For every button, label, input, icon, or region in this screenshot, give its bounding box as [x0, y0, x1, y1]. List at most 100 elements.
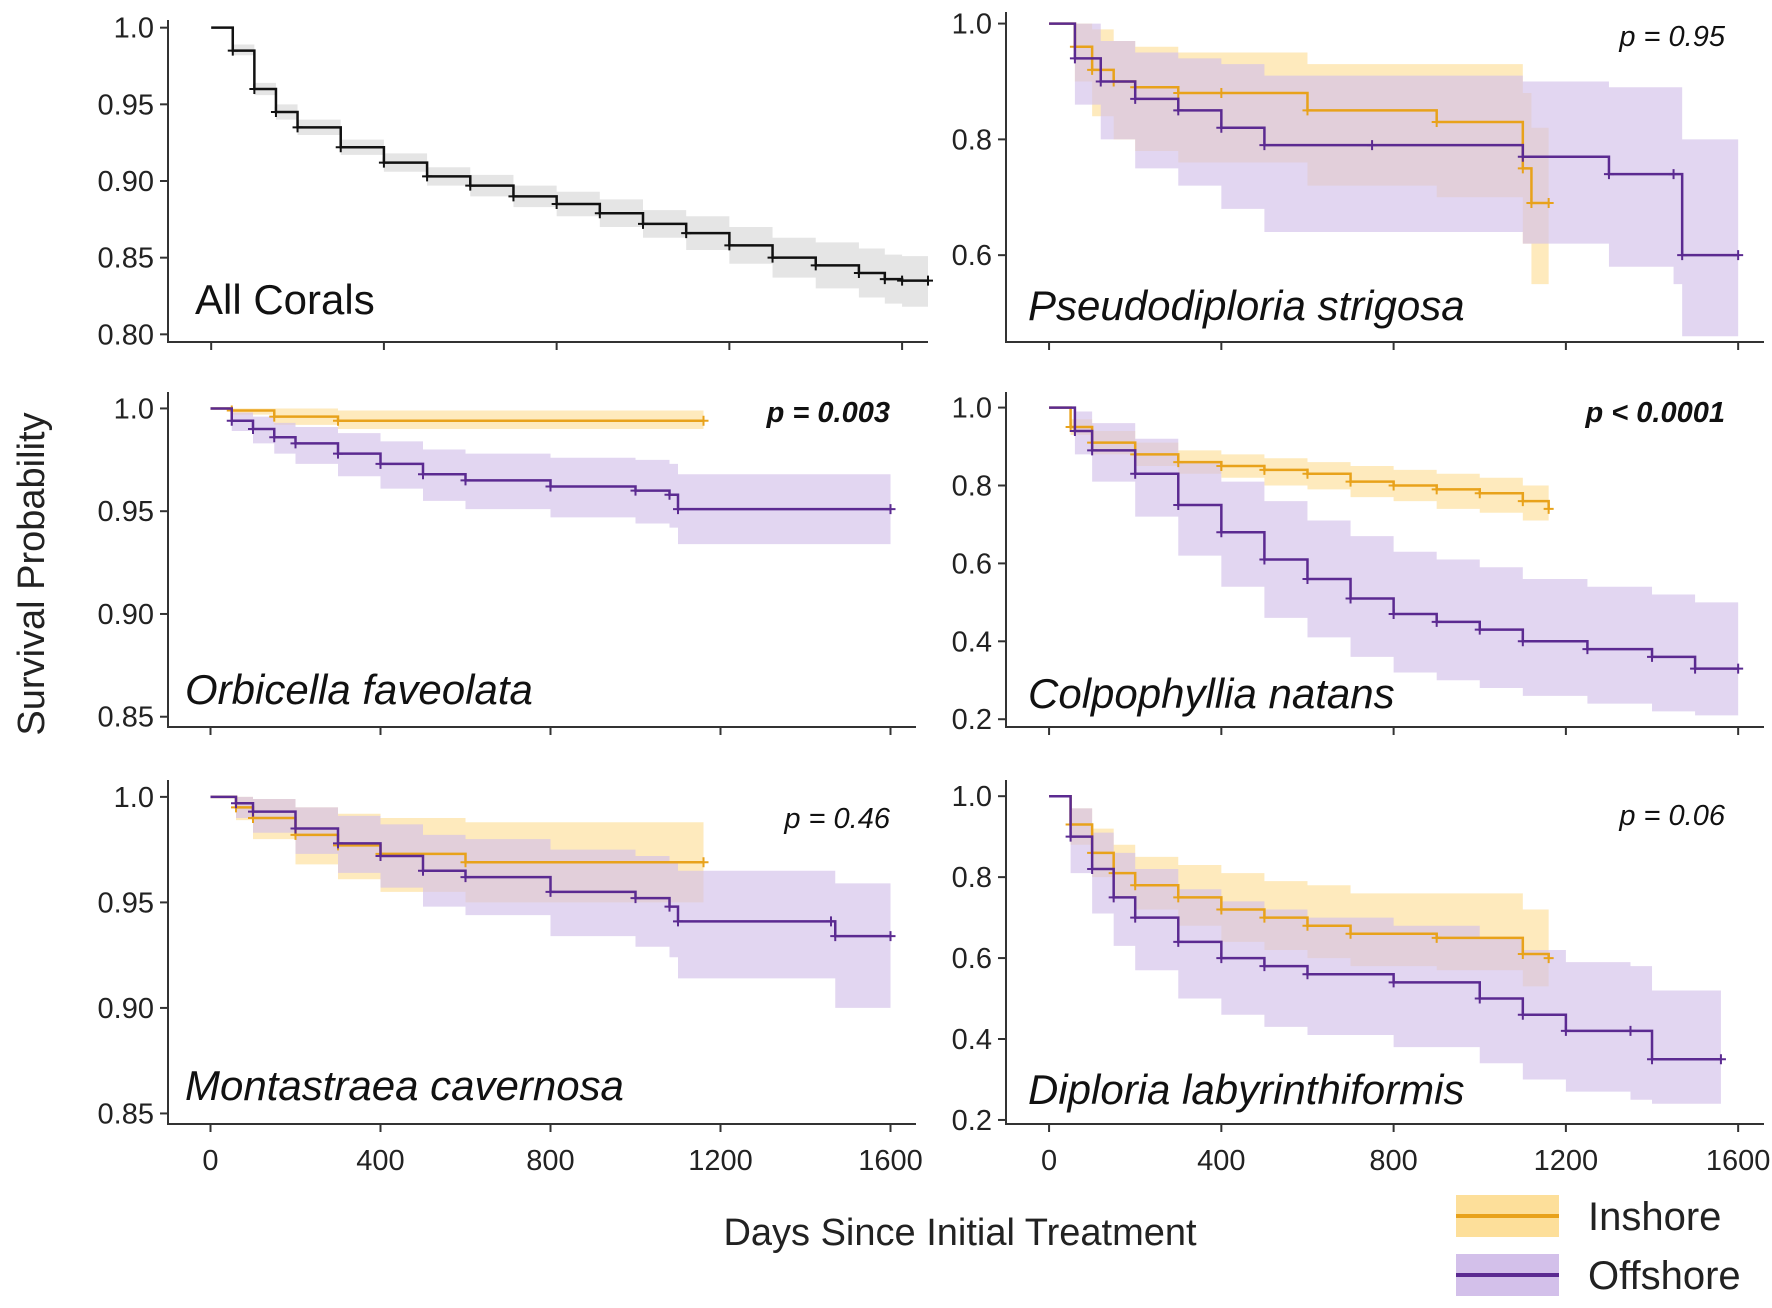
dlab-panel-title: Diploria labyrinthiformis: [1028, 1066, 1464, 1113]
ofav-axes: [167, 392, 916, 728]
dlab-inshore-censor-mark: [1302, 920, 1313, 931]
ofav-inshore-censor-mark: [269, 411, 280, 422]
dlab-y-tick-label: 1.0: [952, 781, 992, 813]
mcav-x-tick-label: 1200: [688, 1145, 753, 1177]
ofav-inshore-censor-mark: [333, 415, 343, 426]
pstrig-inshore-censor-mark: [1216, 88, 1227, 99]
pstrig-panel-title: Pseudodiploria strigosa: [1028, 282, 1465, 329]
all-all-censor-mark: [879, 274, 890, 285]
all-all-censor-mark: [853, 268, 864, 278]
ofav-offshore-censor-mark: [673, 504, 683, 515]
pstrig-inshore-censor-mark: [1173, 88, 1184, 99]
all-all-censor-mark: [681, 228, 692, 239]
cnat-inshore-ci-band: [1049, 407, 1549, 529]
dlab-inshore-censor-mark: [1173, 892, 1184, 903]
cnat-offshore-censor-mark: [1345, 593, 1356, 604]
pstrig-inshore-censor-mark: [1087, 64, 1098, 75]
dlab-offshore-censor-mark: [1474, 993, 1485, 1004]
mcav-x-tick-label: 0: [202, 1145, 218, 1177]
ofav-offshore-censor-mark: [630, 485, 641, 496]
ofav-offshore-censor-mark: [460, 475, 471, 486]
ofav-offshore-censor-mark: [226, 415, 237, 426]
cnat-inshore-censor-mark: [1474, 488, 1485, 499]
all-all-censor-mark: [292, 122, 303, 133]
cnat-offshore-censor-mark: [1690, 663, 1701, 674]
dlab-offshore-censor-mark: [1517, 1009, 1528, 1020]
all-all-censor-mark: [810, 260, 821, 271]
dlab-x-tick-label: 1600: [1706, 1145, 1771, 1177]
all-all-censor-mark: [249, 84, 260, 94]
ofav-offshore-censor-mark: [885, 504, 896, 515]
mcav-x-tick-label: 400: [356, 1145, 404, 1177]
mcav-offshore-censor-mark: [418, 865, 428, 876]
pstrig-inshore-censor-mark: [1543, 198, 1554, 209]
ofav-y-tick-label: 0.85: [98, 702, 154, 734]
mcav-offshore-censor-mark: [673, 916, 683, 927]
legend: Inshore Offshore: [1456, 1195, 1741, 1298]
ofav-offshore-censor-mark: [418, 469, 428, 480]
pstrig-inshore-censor-mark: [1517, 163, 1528, 174]
all-all-censor-mark: [897, 275, 908, 286]
ofav-offshore-censor-mark: [248, 423, 258, 434]
pstrig-offshore-censor-mark: [1130, 93, 1141, 104]
mcav-axes: [167, 780, 916, 1125]
cnat-inshore-censor-mark: [1431, 484, 1442, 495]
mcav-offshore-censor-mark: [290, 823, 301, 834]
all-all-censor-mark: [378, 157, 389, 168]
mcav-offshore-censor-mark: [460, 872, 471, 883]
cnat-inshore-censor-mark: [1543, 503, 1554, 514]
all-all-censor-mark: [767, 252, 778, 263]
dlab-inshore-censor-mark: [1517, 949, 1528, 960]
all-all-censor-mark: [270, 107, 281, 117]
cnat-offshore-censor-mark: [1582, 644, 1593, 655]
cnat-offshore-censor-mark: [1733, 663, 1744, 674]
cnat-inshore-censor-mark: [1345, 476, 1356, 487]
cnat-panel-title: Colpophyllia natans: [1028, 670, 1395, 717]
panel-pstrig: 0.6 0.8 1.0 Pseudodiploria strigosa p = 0.95: [952, 9, 1764, 350]
panel-all: 0.80 0.85 0.90 0.95 1.0 All Corals: [98, 13, 933, 351]
cnat-y-tick-label: 0.6: [952, 548, 992, 580]
dlab-offshore-censor-mark: [1302, 969, 1313, 980]
pstrig-inshore-censor-mark: [1431, 117, 1442, 127]
dlab-offshore-censor-mark: [1130, 912, 1141, 923]
cnat-offshore-ci-band: [1049, 407, 1739, 716]
cnat-offshore-censor-mark: [1302, 573, 1313, 584]
ofav-y-tick-label: 1.0: [114, 393, 154, 425]
pstrig-offshore-censor-mark: [1095, 76, 1106, 87]
mcav-offshore-censor-mark: [375, 850, 386, 861]
pstrig-offshore-censor-mark: [1677, 250, 1688, 261]
pstrig-offshore-censor-mark: [1733, 250, 1744, 261]
cnat-y-tick-label: 0.8: [952, 470, 992, 502]
all-all-censor-mark: [638, 218, 648, 229]
all-all-censor-mark: [594, 208, 605, 219]
mcav-y-tick-label: 0.95: [98, 887, 154, 919]
cnat-p-value: p < 0.0001: [1585, 397, 1725, 429]
dlab-offshore-censor-mark: [1087, 864, 1098, 875]
dlab-offshore-censor-mark: [1173, 936, 1184, 947]
cnat-inshore-censor-mark: [1259, 464, 1270, 475]
ofav-y-tick-label: 0.95: [98, 496, 154, 528]
pstrig-offshore-censor-mark: [1173, 105, 1184, 116]
ofav-inshore-censor-mark: [698, 415, 709, 426]
mcav-inshore-censor-mark: [698, 857, 709, 868]
dlab-inshore-censor-mark: [1431, 932, 1442, 943]
panel-cnat: 0.2 0.4 0.6 0.8 1.0 Colpophyllia natans p < 0.…: [952, 392, 1764, 736]
cnat-offshore-censor-mark: [1388, 609, 1399, 620]
dlab-inshore-censor-mark: [1345, 928, 1356, 939]
cnat-inshore-censor-mark: [1517, 496, 1528, 507]
cnat-inshore-censor-mark: [1302, 468, 1313, 479]
y-axis-title: Survival Probability: [11, 412, 53, 735]
dlab-inshore-censor-mark: [1216, 904, 1227, 915]
mcav-p-value: p = 0.46: [783, 803, 890, 835]
all-all-censor-mark: [465, 180, 476, 191]
dlab-x-tick-label: 800: [1369, 1145, 1417, 1177]
pstrig-axes: [1005, 12, 1764, 343]
dlab-inshore-censor-mark: [1259, 912, 1270, 923]
pstrig-offshore-censor-mark: [1603, 169, 1614, 180]
pstrig-offshore-censor-mark: [1259, 140, 1270, 151]
dlab-offshore-censor-mark: [1388, 977, 1399, 988]
mcav-x-tick-label: 800: [526, 1145, 574, 1177]
pstrig-offshore-ci-band: [1049, 23, 1739, 337]
